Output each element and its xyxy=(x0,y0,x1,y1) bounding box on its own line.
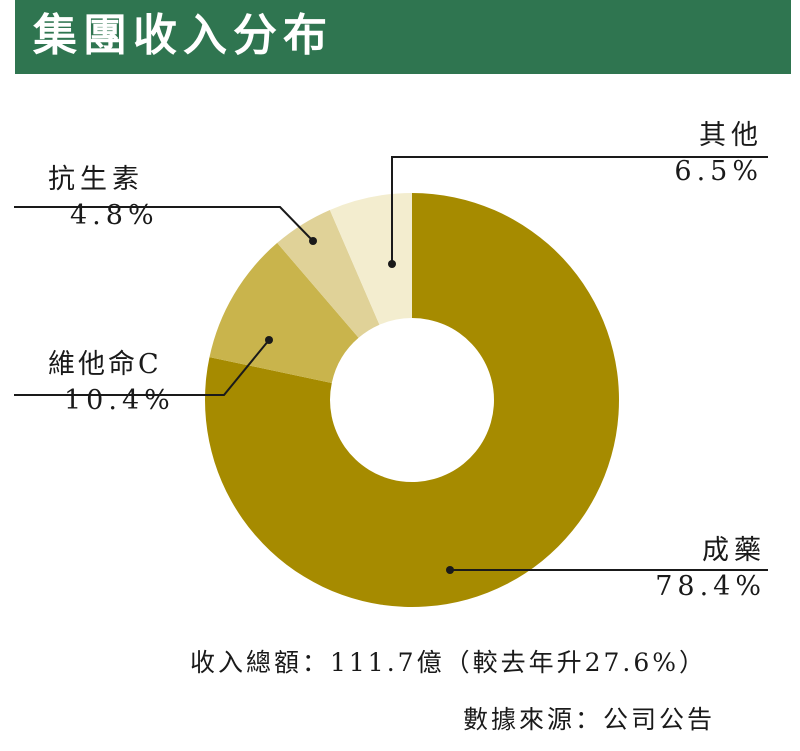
leader-line-vitamin-c xyxy=(14,339,270,396)
label-antibiotics-value: 4.8% xyxy=(70,200,159,231)
leader-dot-antibiotics xyxy=(309,237,317,245)
leader-line-other xyxy=(391,156,768,264)
leader-dot-other xyxy=(388,260,396,268)
slice-vitamin-c xyxy=(209,242,359,384)
label-vitamin-c-value: 10.4% xyxy=(64,385,175,416)
slice-otc xyxy=(205,193,620,607)
label-antibiotics-name: 抗生素 xyxy=(48,164,144,195)
data-source-note: 數據來源：公司公告 xyxy=(463,705,716,734)
label-otc-value: 78.4% xyxy=(655,571,766,602)
label-other-value: 6.5% xyxy=(674,156,763,187)
label-otc: 成藥 78.4% xyxy=(626,533,766,605)
label-other: 其他 6.5% xyxy=(643,118,763,190)
leader-dot-otc xyxy=(446,566,454,574)
label-vitamin-c: 維他命C 10.4% xyxy=(48,347,175,419)
label-antibiotics: 抗生素 4.8% xyxy=(48,162,159,234)
label-other-name: 其他 xyxy=(699,120,763,151)
label-otc-name: 成藥 xyxy=(702,535,766,566)
leader-dot-vitamin-c xyxy=(265,336,273,344)
title-banner: 集團收入分布 xyxy=(15,0,791,74)
revenue-total-note: 收入總額：111.7億（較去年升27.6%） xyxy=(190,648,707,677)
leader-line-antibiotics xyxy=(14,206,314,242)
label-vitamin-c-name: 維他命C xyxy=(48,349,162,380)
chart-title: 集團收入分布 xyxy=(33,10,333,61)
slice-antibiotics xyxy=(277,209,380,338)
